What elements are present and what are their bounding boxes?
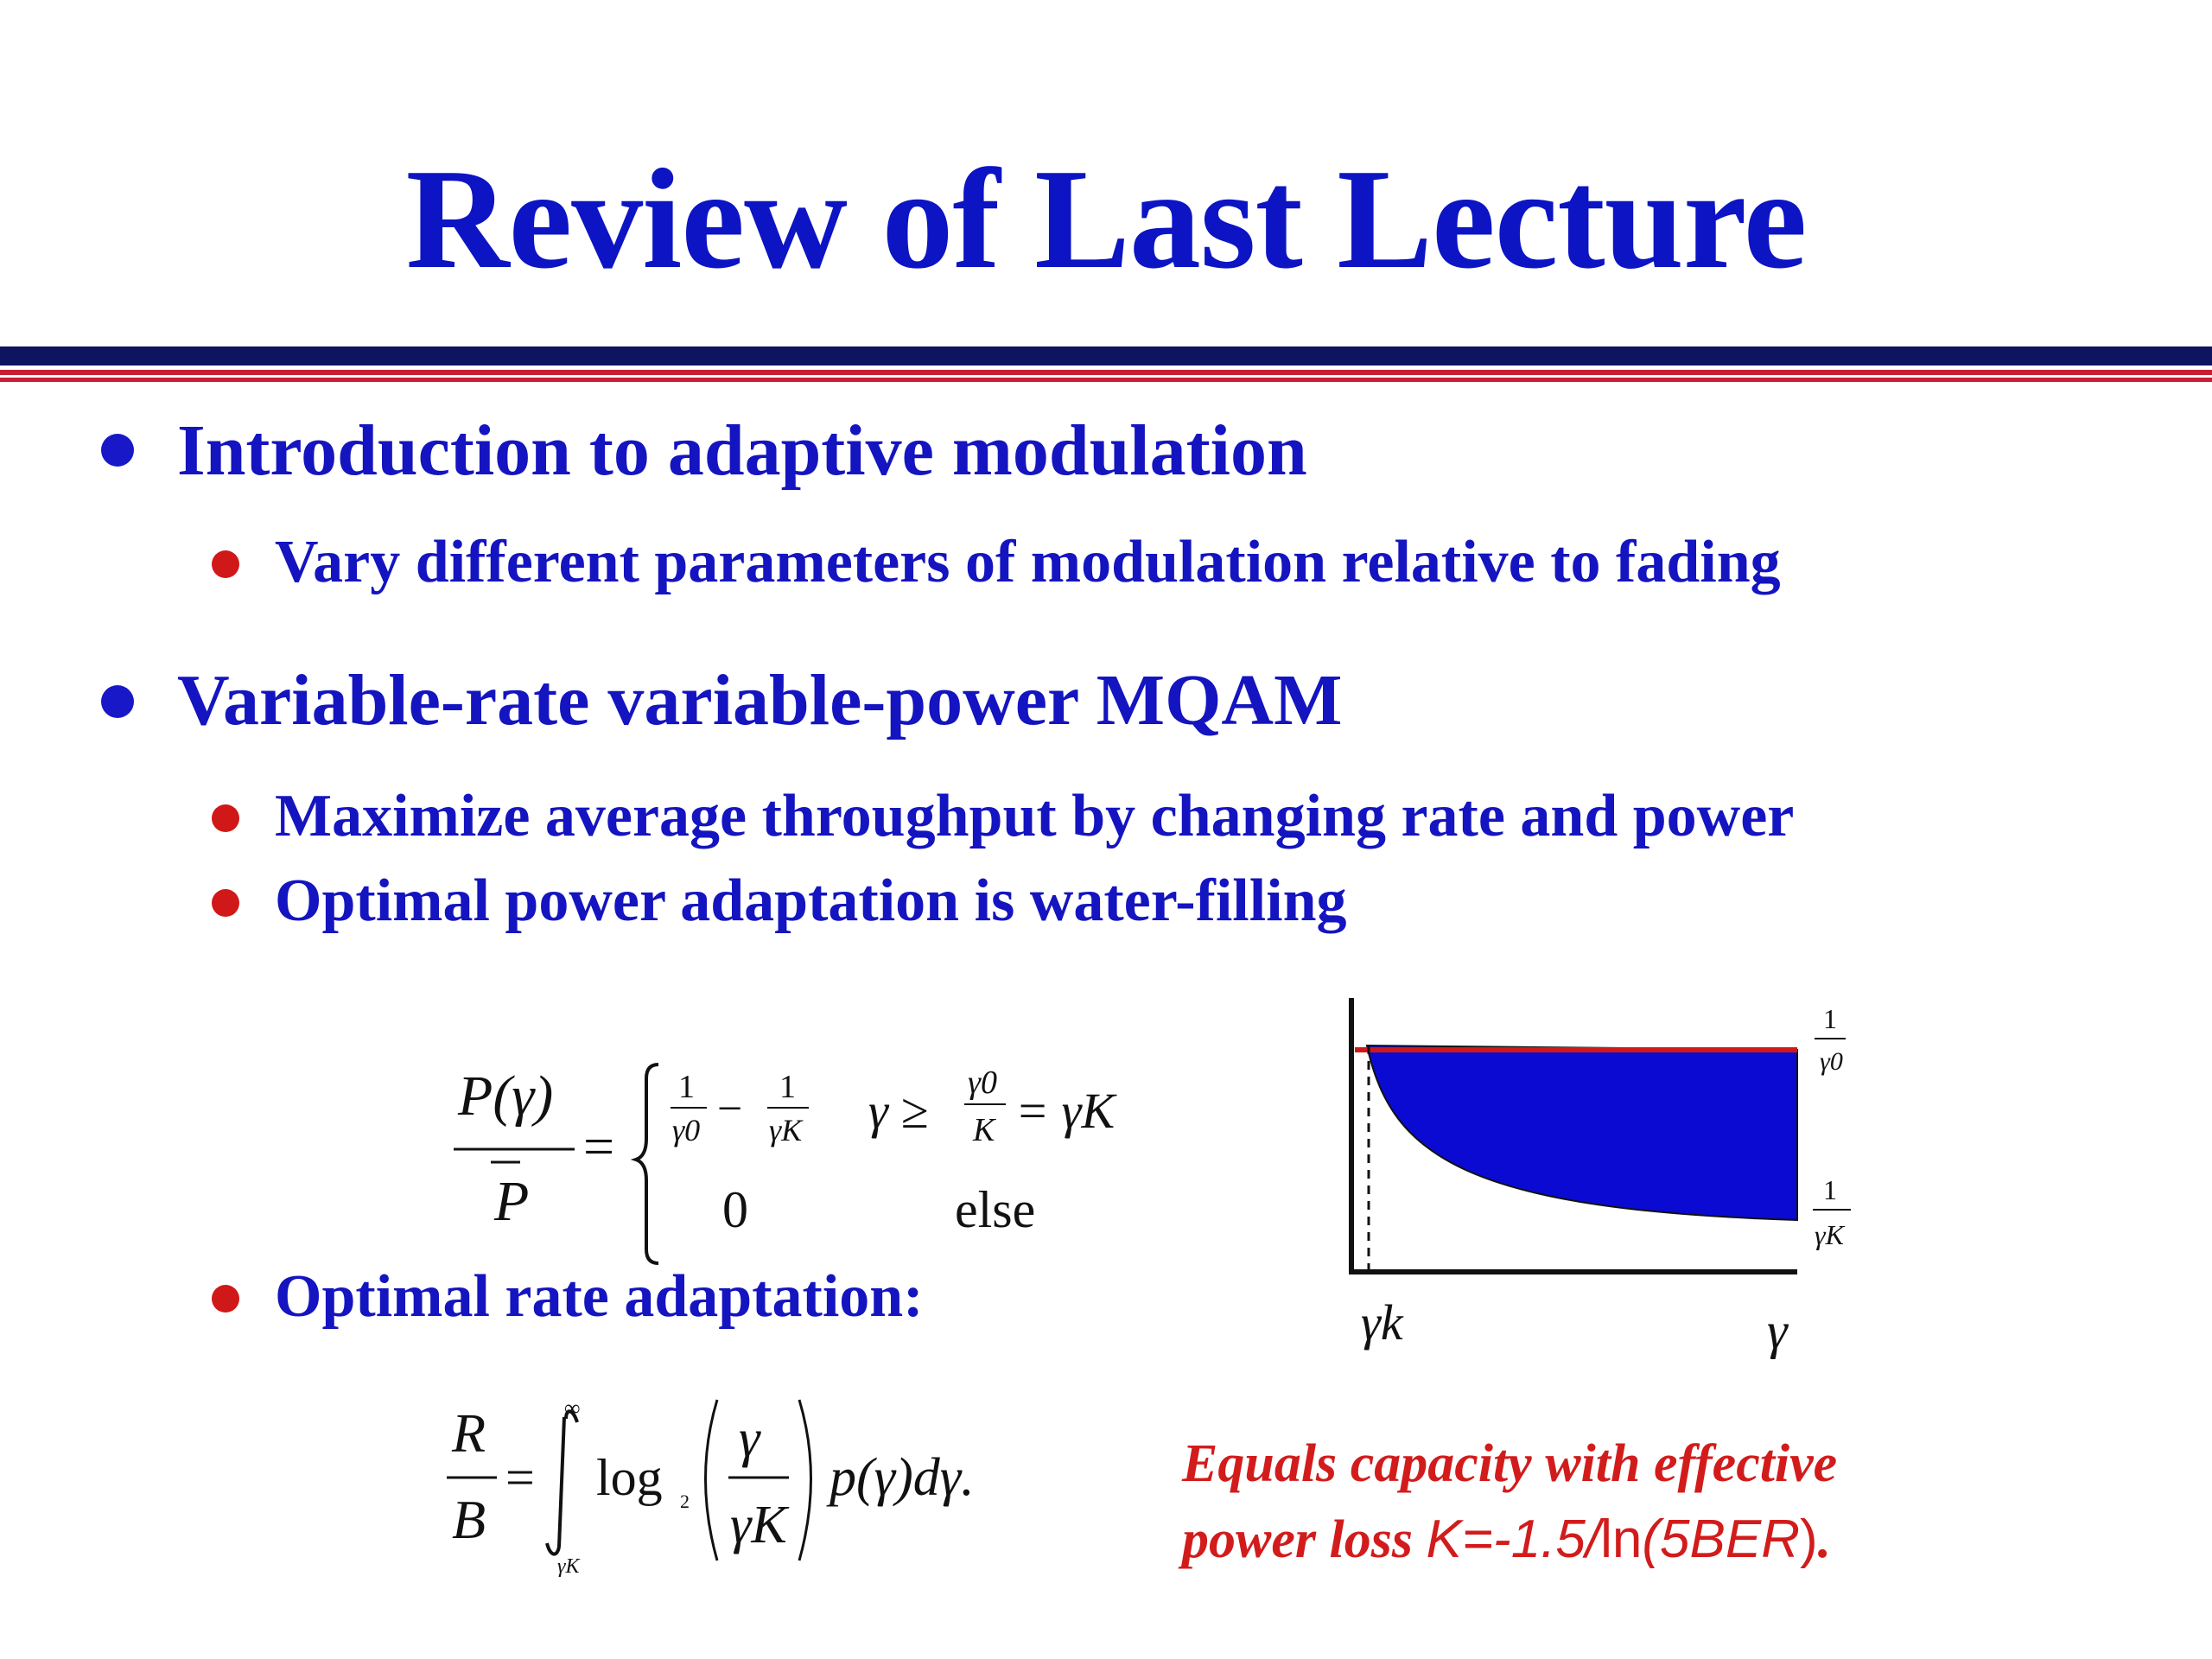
subbullet-water-filling: Optimal power adaptation is water-fillin…	[275, 868, 1347, 934]
svg-text:1: 1	[1823, 1003, 1837, 1034]
note-line-2: power loss K=-1.5/ln(5BER).	[1182, 1510, 1832, 1569]
power-adaptation-formula: P(γ) P = 1 γ0 − 1 γK γ ≥ γ0 K = γK 0 els…	[454, 1063, 1117, 1265]
svg-text:0: 0	[722, 1181, 748, 1238]
bullet-dot	[212, 550, 239, 578]
svg-text:γ0: γ0	[1820, 1047, 1843, 1076]
water-filling-graph: 1 γ0 1 γK γk γ	[1349, 998, 1851, 1359]
svg-text:γK: γK	[730, 1496, 790, 1554]
power-equals: =	[583, 1116, 614, 1177]
svg-text:∞: ∞	[564, 1395, 581, 1421]
svg-text:K: K	[972, 1112, 996, 1148]
header-rule-navy	[0, 346, 2212, 365]
integral-sign	[545, 1409, 579, 1556]
power-lhs-den: P	[493, 1170, 529, 1233]
bullet-dot	[212, 889, 239, 917]
header-rule-red-2	[0, 378, 2212, 382]
bullet-intro-adaptive: Introduction to adaptive modulation	[177, 410, 1307, 491]
svg-text:p(γ)dγ.: p(γ)dγ.	[826, 1448, 975, 1507]
subbullet-rate-adaptation: Optimal rate adaptation:	[275, 1263, 924, 1330]
bullet-dot	[101, 434, 134, 467]
svg-text:log: log	[596, 1449, 663, 1506]
svg-text:γ ≥: γ ≥	[868, 1083, 928, 1139]
capacity-note: Equals capacity with effective power los…	[1182, 1426, 1837, 1578]
svg-text:γk: γk	[1361, 1294, 1404, 1351]
svg-text:γK: γK	[1815, 1219, 1846, 1250]
bullet-dot	[212, 1285, 239, 1313]
bullet-dot	[101, 685, 134, 718]
bullet-dot	[212, 804, 239, 832]
rate-adaptation-formula: R B = ∞ γK log 2 γ γK p(γ)dγ.	[447, 1395, 975, 1578]
power-lhs-num: P(γ)	[457, 1065, 553, 1128]
svg-text:1: 1	[1823, 1174, 1837, 1205]
svg-text:B: B	[452, 1489, 486, 1550]
slide-title: Review of Last Lecture	[405, 139, 1808, 298]
svg-text:γ0: γ0	[968, 1065, 997, 1101]
svg-text:else: else	[955, 1181, 1035, 1238]
svg-text:1: 1	[779, 1069, 796, 1105]
svg-text:−: −	[717, 1084, 742, 1134]
svg-text:=: =	[505, 1449, 535, 1506]
svg-text:γ: γ	[739, 1409, 761, 1468]
svg-text:γK: γK	[557, 1555, 581, 1578]
header-rule-red-1	[0, 370, 2212, 375]
svg-text:= γK: = γK	[1015, 1083, 1117, 1139]
note-line-1: Equals capacity with effective	[1182, 1434, 1838, 1493]
bullet-mqam: Variable-rate variable-power MQAM	[177, 660, 1343, 741]
subbullet-maximize: Maximize average throughput by changing …	[275, 783, 1795, 849]
water-fill-area	[1365, 1044, 1798, 1222]
svg-text:γK: γK	[769, 1113, 804, 1147]
subbullet-vary-params: Vary different parameters of modulation …	[275, 529, 1781, 595]
svg-text:R: R	[451, 1402, 486, 1464]
svg-text:1: 1	[678, 1069, 695, 1105]
brace	[630, 1063, 659, 1265]
svg-text:2: 2	[680, 1491, 690, 1512]
svg-text:γ0: γ0	[672, 1113, 700, 1147]
svg-text:γ: γ	[1767, 1302, 1789, 1359]
